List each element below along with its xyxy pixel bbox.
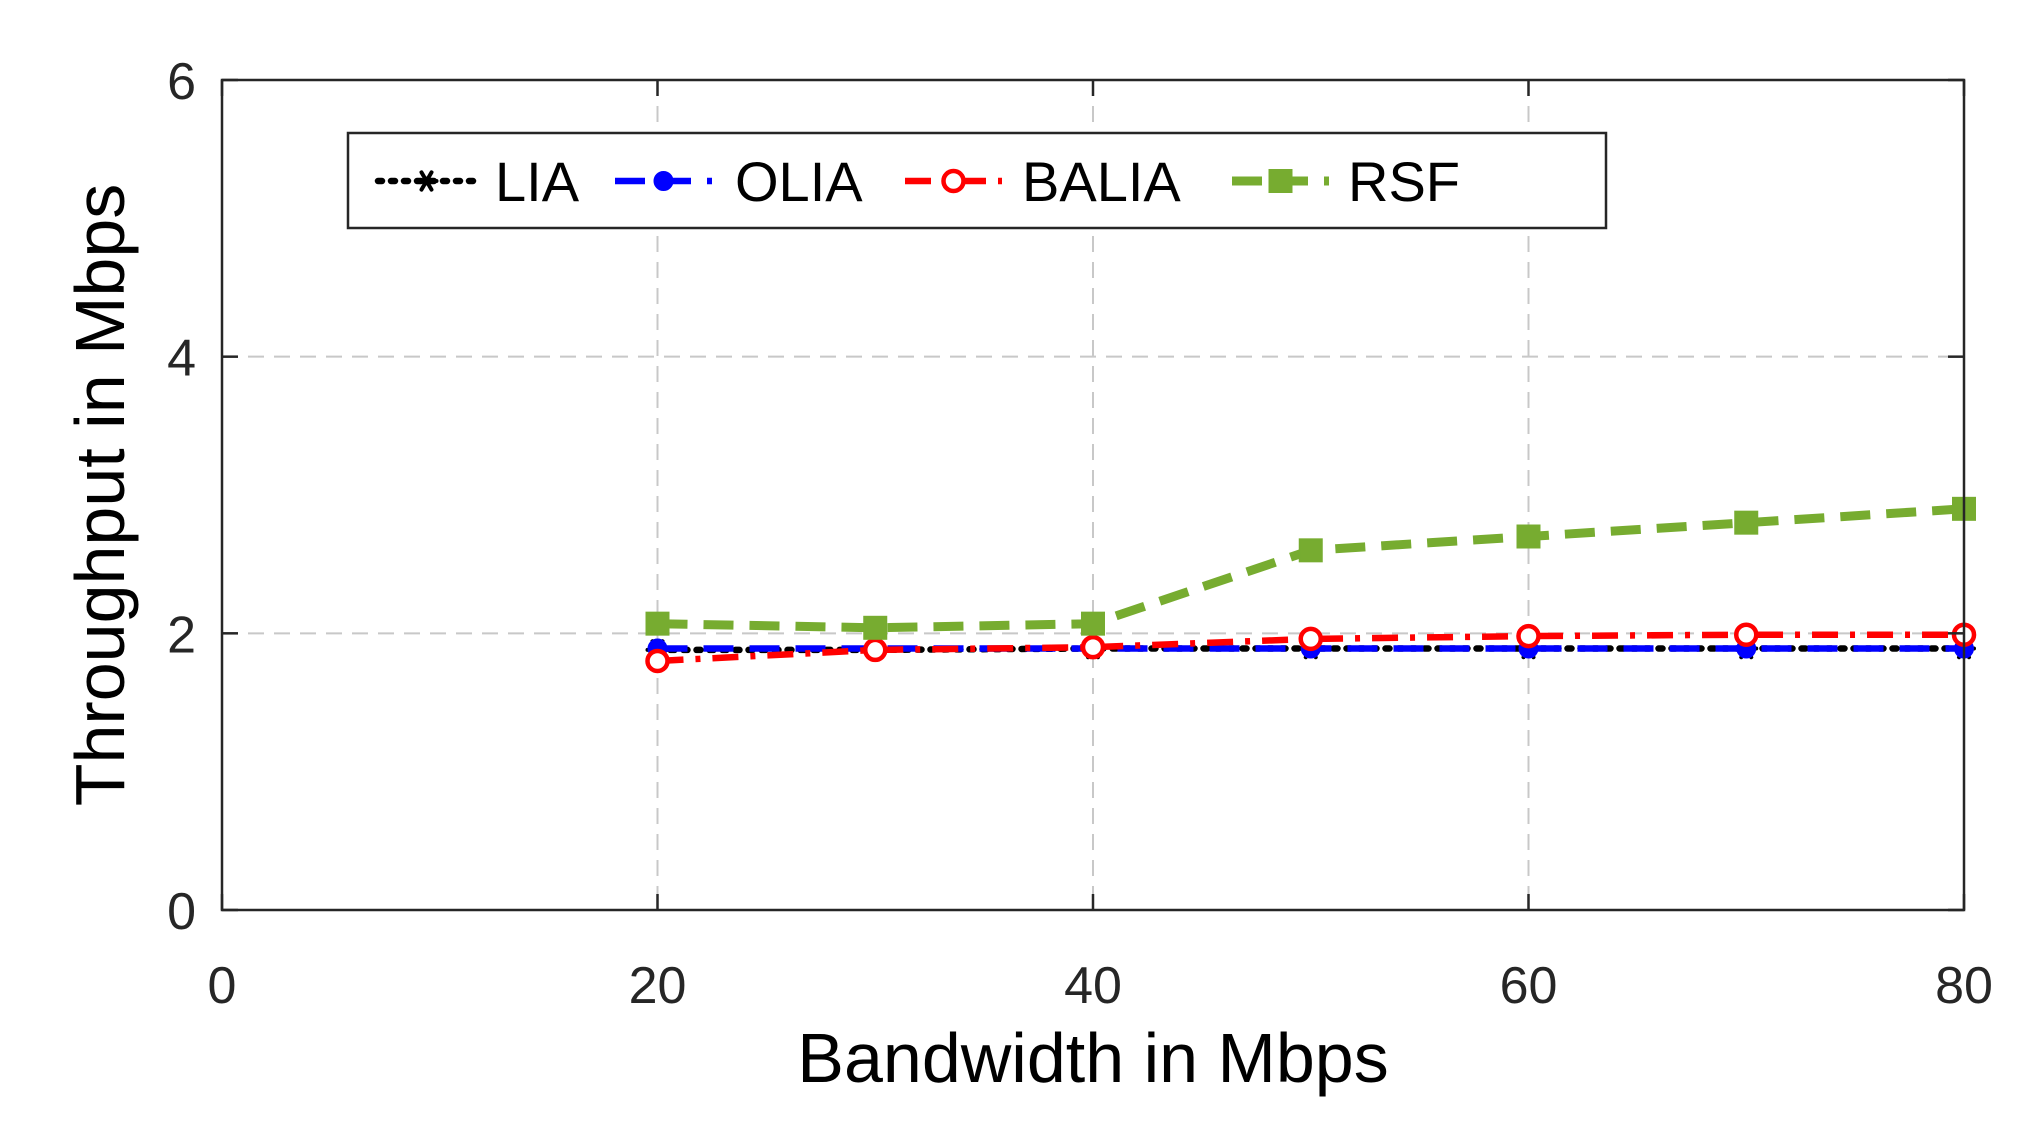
x-tick-label: 0 bbox=[208, 957, 237, 1015]
data-point-rsf bbox=[1081, 611, 1105, 636]
x-tick-label: 20 bbox=[629, 957, 687, 1015]
y-tick-label: 0 bbox=[167, 883, 196, 941]
series-rsf bbox=[645, 496, 1976, 640]
ticks: 0 20 40 60 80 0 2 4 6 bbox=[167, 53, 1993, 1015]
y-tick-label: 6 bbox=[167, 53, 196, 111]
legend: LIA OLIA BALIA RSF bbox=[346, 131, 1608, 230]
legend-label-olia: OLIA bbox=[735, 150, 863, 213]
x-axis-label: Bandwidth in Mbps bbox=[797, 1019, 1388, 1097]
data-point-rsf bbox=[645, 611, 670, 636]
data-point-rsf bbox=[1516, 524, 1541, 549]
data-point-balia bbox=[1516, 623, 1541, 649]
series-balia bbox=[645, 622, 1977, 674]
legend-label-rsf: RSF bbox=[1348, 150, 1460, 213]
legend-item-rsf: RSF bbox=[1232, 150, 1460, 213]
legend-item-balia: BALIA bbox=[905, 150, 1181, 213]
x-tick-label: 40 bbox=[1064, 957, 1122, 1015]
data-point-balia bbox=[1080, 634, 1106, 660]
data-point-balia bbox=[645, 648, 670, 674]
legend-label-balia: BALIA bbox=[1022, 150, 1181, 213]
x-tick-label: 80 bbox=[1935, 957, 1993, 1015]
legend-item-lia: LIA bbox=[374, 150, 580, 213]
series-layer bbox=[645, 496, 1977, 674]
legend-item-olia: OLIA bbox=[615, 150, 863, 213]
x-tick-label: 60 bbox=[1500, 957, 1558, 1015]
data-point-balia bbox=[1298, 626, 1323, 652]
y-axis-label: Throughput in Mbps bbox=[61, 184, 139, 807]
legend-marker-rsf bbox=[1268, 169, 1293, 193]
data-point-balia bbox=[1734, 622, 1759, 647]
legend-marker-olia bbox=[653, 171, 674, 191]
data-point-rsf bbox=[863, 615, 888, 640]
data-point-balia bbox=[863, 637, 888, 663]
legend-label-lia: LIA bbox=[495, 150, 580, 213]
legend-marker-lia bbox=[414, 170, 439, 192]
asterisk-core bbox=[422, 176, 431, 186]
y-tick-label: 2 bbox=[167, 606, 196, 664]
y-tick-label: 4 bbox=[167, 330, 196, 388]
data-point-rsf bbox=[1298, 538, 1323, 563]
data-point-rsf bbox=[1734, 510, 1759, 535]
legend-marker-balia bbox=[941, 168, 966, 194]
